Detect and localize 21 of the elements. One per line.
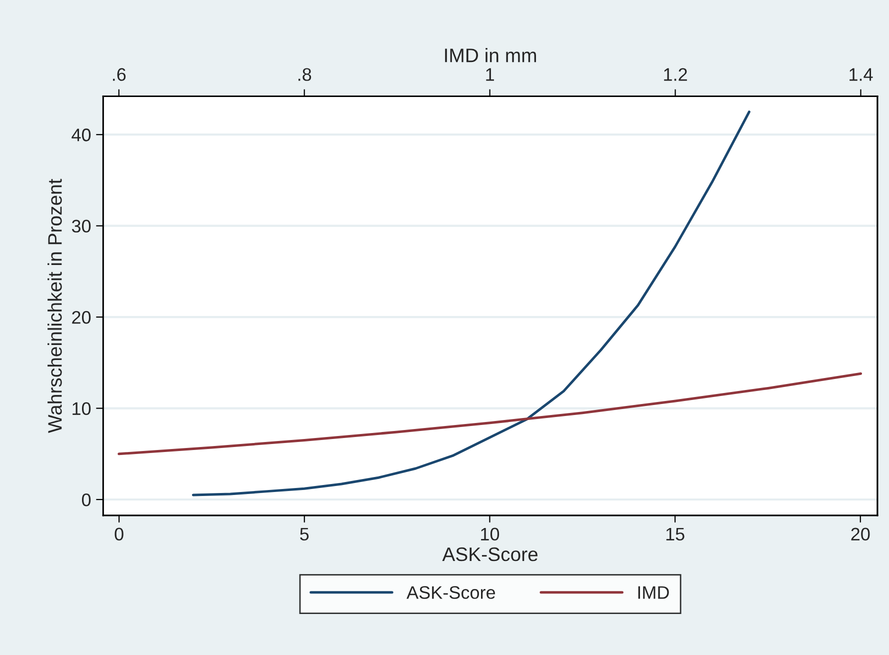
y-axis-title: Wahrscheinlichkeit in Prozent [48, 178, 62, 433]
y-tick-label: 40 [72, 128, 91, 142]
x2-tick-label: 1.2 [664, 68, 687, 81]
x2-tick-label: .6 [113, 68, 126, 81]
x-tick-label: 15 [666, 528, 684, 541]
y-tick-label: 10 [72, 402, 91, 416]
line-series [192, 110, 750, 496]
x-tick-label: 10 [481, 528, 500, 541]
legend-label: ASK-Score [406, 586, 496, 599]
x-tick-label: 0 [114, 528, 124, 541]
y-tick-label: 30 [72, 220, 91, 233]
x2-tick-label: .8 [298, 68, 312, 81]
x2-tick-label: 1 [486, 68, 494, 81]
legend-label: IMD [638, 586, 669, 599]
x2-axis-title: IMD in mm [445, 48, 536, 62]
x-tick-label: 20 [851, 528, 870, 541]
y-tick-label: 0 [82, 493, 91, 506]
x-tick-label: 5 [300, 528, 309, 541]
x-axis-title: ASK-Score [442, 547, 538, 562]
y-tick-label: 20 [72, 310, 91, 324]
x2-tick-label: 1.4 [850, 68, 873, 81]
